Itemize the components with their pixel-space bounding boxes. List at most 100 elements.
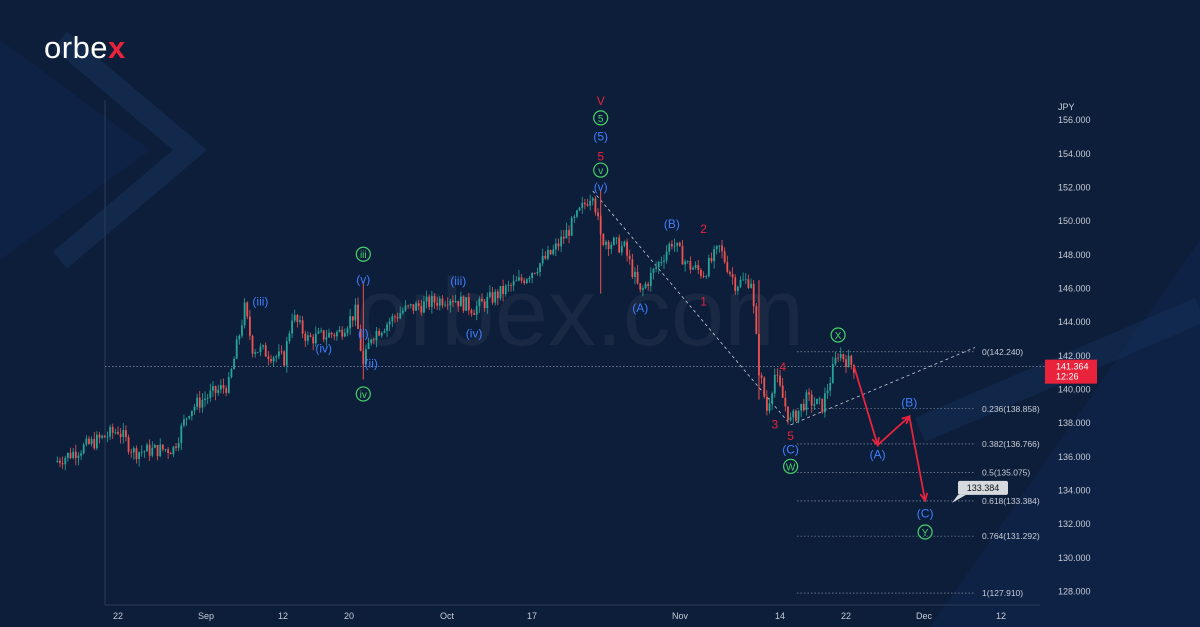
candle-body bbox=[270, 358, 272, 362]
candle-body bbox=[773, 374, 776, 394]
wave-label: (C) bbox=[917, 506, 934, 520]
candle-body bbox=[259, 346, 262, 352]
candle-body bbox=[665, 251, 668, 261]
candle-body bbox=[301, 320, 304, 334]
candle-body bbox=[771, 393, 774, 404]
candle-body bbox=[404, 305, 407, 311]
candle-body bbox=[351, 316, 354, 321]
candle-body bbox=[77, 455, 80, 459]
candle-body bbox=[660, 261, 663, 263]
candle-body bbox=[370, 339, 373, 344]
candle-body bbox=[831, 364, 834, 384]
candle-body bbox=[180, 425, 183, 443]
candle-body bbox=[246, 302, 249, 317]
wave-label: (iii) bbox=[450, 274, 466, 288]
candle-body bbox=[576, 210, 578, 217]
candle-body bbox=[341, 329, 344, 337]
candle-body bbox=[264, 345, 267, 357]
candle-body bbox=[626, 241, 628, 256]
x-tick-label: 12 bbox=[278, 611, 288, 621]
axis-currency-label: JPY bbox=[1058, 102, 1075, 112]
candle-body bbox=[444, 304, 446, 306]
candle-body bbox=[752, 283, 755, 307]
candle-body bbox=[539, 263, 541, 272]
candle-body bbox=[842, 354, 845, 360]
candle-body bbox=[143, 451, 146, 453]
wave-label: v bbox=[598, 166, 603, 177]
wave-label: W bbox=[786, 462, 796, 473]
x-tick-label: 14 bbox=[775, 611, 785, 621]
x-tick-label: Sep bbox=[198, 611, 214, 621]
candle-body bbox=[673, 245, 676, 247]
candle-body bbox=[457, 301, 460, 307]
candle-body bbox=[330, 332, 333, 335]
candle-body bbox=[847, 355, 850, 367]
candle-body bbox=[710, 257, 713, 262]
wave-label: 3 bbox=[771, 417, 778, 431]
candle-body bbox=[204, 398, 206, 400]
candle-body bbox=[713, 249, 716, 262]
candle-body bbox=[417, 303, 420, 306]
candle-body bbox=[288, 333, 291, 342]
candle-body bbox=[634, 271, 636, 277]
candle-body bbox=[214, 386, 217, 393]
candle-body bbox=[190, 410, 193, 417]
candle-body bbox=[59, 460, 61, 464]
candle-body bbox=[357, 304, 359, 329]
candle-body bbox=[230, 369, 233, 378]
candle-body bbox=[821, 398, 824, 413]
candle-body bbox=[436, 302, 439, 306]
bg-chevron-left bbox=[0, 40, 150, 260]
candle-body bbox=[169, 452, 172, 455]
fib-level-label: 0.236(138.858) bbox=[982, 404, 1040, 414]
y-tick-label: 130.000 bbox=[1058, 553, 1091, 563]
candle-body bbox=[681, 245, 684, 265]
candle-body bbox=[380, 332, 383, 336]
candle-body bbox=[267, 356, 270, 359]
candle-body bbox=[702, 276, 705, 278]
candle-body bbox=[641, 288, 644, 290]
wave-label: Y bbox=[922, 528, 929, 539]
y-tick-label: 146.000 bbox=[1058, 284, 1091, 294]
candle-body bbox=[293, 314, 296, 321]
candle-body bbox=[731, 273, 734, 278]
candle-body bbox=[90, 439, 93, 444]
candle-body bbox=[718, 245, 721, 247]
candle-body bbox=[343, 333, 346, 337]
candle-body bbox=[235, 339, 238, 359]
candle-body bbox=[433, 296, 436, 303]
candle-body bbox=[739, 279, 742, 287]
wave-label: (A) bbox=[632, 301, 648, 315]
candle-body bbox=[649, 273, 652, 286]
candle-body bbox=[372, 339, 375, 341]
y-tick-label: 140.000 bbox=[1058, 385, 1091, 395]
y-tick-label: 156.000 bbox=[1058, 115, 1091, 125]
candle-body bbox=[707, 257, 710, 277]
wave-label: (A) bbox=[870, 448, 886, 462]
candle-body bbox=[736, 286, 739, 291]
candle-body bbox=[125, 430, 127, 438]
candle-body bbox=[407, 305, 410, 307]
candle-body bbox=[80, 453, 82, 456]
candle-body bbox=[644, 283, 647, 289]
candle-body bbox=[227, 377, 230, 393]
candle-body bbox=[438, 298, 441, 306]
candle-body bbox=[454, 301, 457, 303]
candle-body bbox=[686, 261, 689, 262]
candle-body bbox=[747, 279, 750, 288]
target-badge-text: 133.384 bbox=[967, 483, 1000, 493]
candle-body bbox=[109, 427, 111, 437]
candle-body bbox=[82, 444, 85, 454]
candle-body bbox=[839, 354, 842, 358]
candle-body bbox=[135, 448, 138, 460]
candle-body bbox=[536, 271, 539, 274]
candle-body bbox=[167, 449, 170, 453]
candle-body bbox=[507, 284, 510, 286]
wave-label-circle bbox=[783, 458, 799, 474]
candle-body bbox=[557, 243, 560, 247]
candle-body bbox=[779, 375, 781, 386]
candle-body bbox=[784, 397, 787, 407]
candle-body bbox=[837, 357, 839, 359]
